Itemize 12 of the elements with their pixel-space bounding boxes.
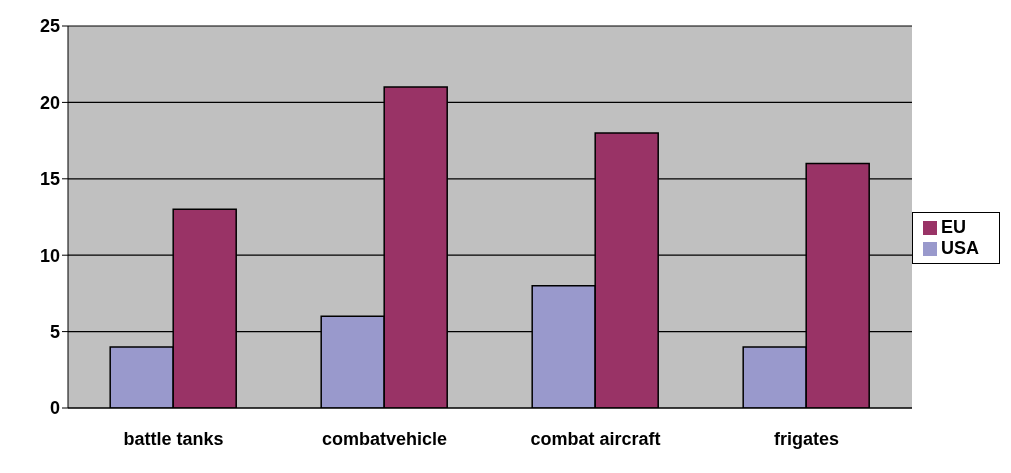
legend-label: EU xyxy=(940,217,966,237)
y-tick-label: 10 xyxy=(39,245,60,266)
legend-label: USA xyxy=(940,238,979,258)
y-tick-label: 0 xyxy=(49,398,60,419)
x-tick-label: combatvehicle xyxy=(321,428,448,449)
x-tick-label: battle tanks xyxy=(123,428,224,449)
y-tick-label: 25 xyxy=(39,16,60,37)
y-tick-label: 15 xyxy=(39,169,60,190)
x-tick-label: frigates xyxy=(773,428,839,449)
x-tick-label: combat aircraft xyxy=(530,428,661,449)
y-tick-label: 20 xyxy=(39,92,60,113)
y-tick-label: 5 xyxy=(49,321,60,342)
